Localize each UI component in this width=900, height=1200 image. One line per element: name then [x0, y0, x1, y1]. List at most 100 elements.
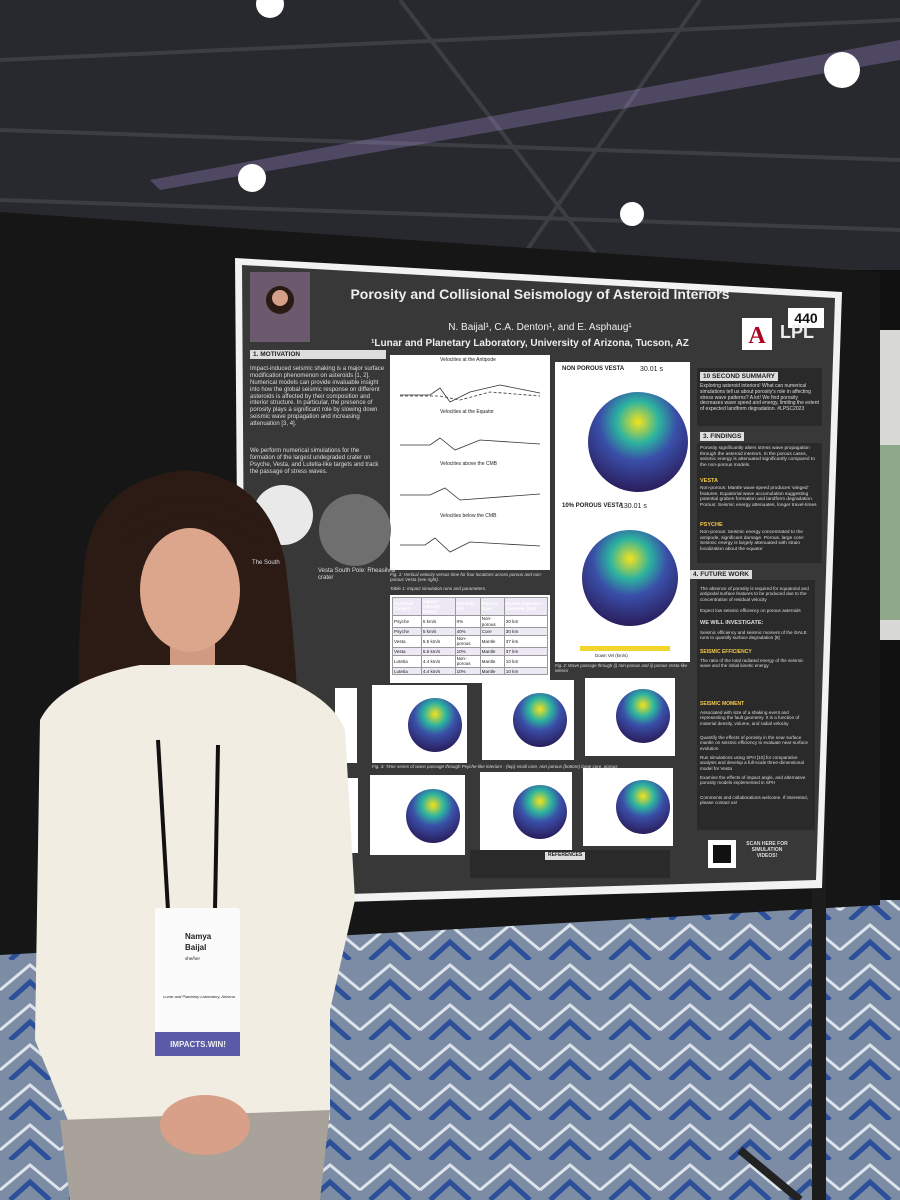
table-cell: 4.4 km/s — [420, 667, 456, 676]
table-cell: Non-porous — [479, 614, 505, 629]
face — [140, 528, 240, 652]
table-cell: 30 km — [503, 614, 549, 629]
blouse — [35, 665, 355, 1150]
sim-time: 130.01 s — [620, 503, 647, 510]
table-cell: Dunite impactor diameter (km) — [503, 597, 549, 616]
paragraph: Associated with size of a shaking event … — [700, 710, 800, 726]
figure-caption: Fig. 1: Vertical velocity versus time fo… — [390, 572, 543, 583]
subheading: PSYCHE — [700, 522, 723, 528]
section-heading: 10 SECOND SUMMARY — [700, 372, 778, 382]
badge-pronouns: she/her — [185, 956, 201, 961]
qr-caption: SCAN HERE FOR SIMULATION VIDEOS! — [746, 841, 788, 859]
table-row: Lutetia 4.4 km/s Non-porous Mantle 10 km — [392, 654, 549, 669]
table-cell: Asteroid /Target — [392, 597, 422, 616]
table-cell: Porosity (%) — [454, 597, 481, 616]
sim-table: Asteroid /Target Impact velocity (km/s) Po… — [392, 597, 549, 676]
lights — [238, 0, 860, 226]
badge-banner: IMPACTS.WIN! — [170, 1040, 226, 1049]
table-cell: Non-porous — [454, 654, 481, 669]
paragraph: Non-porous: Mantle wave speed produces '… — [700, 486, 817, 508]
hands — [160, 1095, 250, 1155]
stand-foot — [737, 1146, 803, 1200]
table-cell: 30 km — [503, 627, 549, 636]
bullet: Comments and collaborations welcome. If … — [700, 795, 809, 806]
colorbar-label: Down Vel (km/s) — [595, 653, 628, 658]
table-cell: 40% — [454, 627, 481, 636]
table-cell: Porous layer — [479, 597, 505, 616]
table-cell: 37 km — [503, 647, 549, 656]
paragraph: We perform numerical simulations for the… — [250, 448, 379, 475]
table-cell: 5.5 km/s — [420, 634, 456, 649]
poster-title: Porosity and Collisional Seismology of A… — [350, 286, 730, 302]
sim-porous — [582, 530, 678, 626]
table-row: Vesta 5.5 km/s 10% Mantle 37 km — [392, 647, 549, 656]
table: Asteroid /Target Impact velocity (km/s) Po… — [392, 597, 549, 676]
table-cell: Non-porous — [454, 634, 481, 649]
vesta-image — [319, 494, 391, 566]
bullet: Quantify the effects of porosity in the … — [700, 735, 808, 751]
chart-title: Velocities at the Equator — [440, 409, 494, 415]
lpl-logo: LPL — [780, 322, 814, 342]
bangs — [120, 497, 262, 545]
table-row: Lutetia 4.4 km/s 10% Mantle 10 km — [392, 667, 549, 676]
headshot-face — [272, 290, 288, 306]
trusses — [0, 0, 900, 262]
figure-caption: Fig. 2: Wave passage through (i) non-por… — [555, 663, 688, 673]
poster-affiliation: ¹Lunar and Planetary Laboratory, Univers… — [371, 338, 689, 349]
chart-title: Velocities below the CMB — [440, 513, 497, 519]
colorbar — [580, 646, 670, 651]
subheading: WE WILL INVESTIGATE: — [700, 620, 764, 626]
image-caption: Vesta South Pole: Rheasilvia crater — [318, 568, 396, 581]
section-heading: 1. MOTIVATION — [250, 350, 386, 360]
paragraph: Porosity significantly alters stress wav… — [700, 446, 815, 468]
table-caption: Table 1: Impact simulation runs and para… — [390, 586, 487, 591]
lanyard — [156, 739, 220, 911]
table-cell: Lutetia — [392, 667, 422, 676]
table-cell: 5 km/s — [420, 614, 456, 629]
table-cell: Psyche — [392, 614, 422, 629]
subheading: SEISMIC MOMENT — [700, 701, 745, 707]
table-cell: Mantle — [479, 634, 505, 649]
table-cell: Mantle — [479, 654, 505, 669]
paragraph: Exploring asteroid interiors! What can n… — [700, 383, 819, 412]
table-row: Vesta 5.5 km/s Non-porous Mantle 37 km — [392, 634, 549, 649]
future-box — [697, 580, 815, 830]
bullet: Examine the effects of impact angle, and… — [700, 775, 806, 786]
section-heading: REFERENCES — [545, 852, 586, 860]
table-cell: Vesta — [392, 647, 422, 656]
sim-nonporous — [588, 392, 688, 492]
ua-mark: A — [748, 323, 766, 349]
badge-footer — [155, 1032, 240, 1056]
subheading: VESTA — [700, 478, 718, 484]
subheading: SEISMIC EFFICIENCY — [700, 649, 752, 655]
sim-label: NON POROUS VESTA — [562, 366, 625, 372]
table-cell: 5.5 km/s — [420, 647, 456, 656]
table-cell: 4.4 km/s — [420, 654, 456, 669]
ua-logo — [742, 318, 772, 350]
chart-title: Velocities above the CMB — [440, 461, 497, 467]
table-row: Psyche 5 km/s 0% Non-porous 30 km — [392, 614, 549, 629]
velocity-curves — [400, 384, 541, 553]
badge-affiliation: Lunar and Planetary Laboratory, Arizona — [163, 994, 235, 999]
poster-authors: N. Baijal¹, C.A. Denton¹, and E. Asphaug… — [448, 322, 632, 333]
bullet: Seismic efficiency and seismic moment of… — [700, 630, 807, 641]
table-cell: 10% — [454, 667, 481, 676]
table-row: Asteroid /Target Impact velocity (km/s) Po… — [392, 597, 549, 616]
table-cell: 0% — [454, 614, 481, 629]
badge — [155, 908, 240, 1056]
chart-title: Velocities at the Antipode — [440, 357, 496, 363]
table-cell: Core — [479, 627, 505, 636]
table-cell: 10% — [454, 647, 481, 656]
badge-last-name: Baijal — [185, 943, 207, 952]
findings-box — [697, 443, 822, 563]
table-cell: Impact velocity (km/s) — [420, 597, 456, 616]
table-cell: Lutetia — [392, 654, 422, 669]
section-heading: 4. FUTURE WORK — [690, 570, 752, 580]
table-cell: 10 km — [503, 667, 549, 676]
paragraph: Impact-induced seismic shaking is a majo… — [250, 366, 385, 428]
qr-pattern — [713, 845, 731, 863]
fig3-sims — [406, 689, 670, 843]
poster-number: 440 — [788, 308, 824, 328]
